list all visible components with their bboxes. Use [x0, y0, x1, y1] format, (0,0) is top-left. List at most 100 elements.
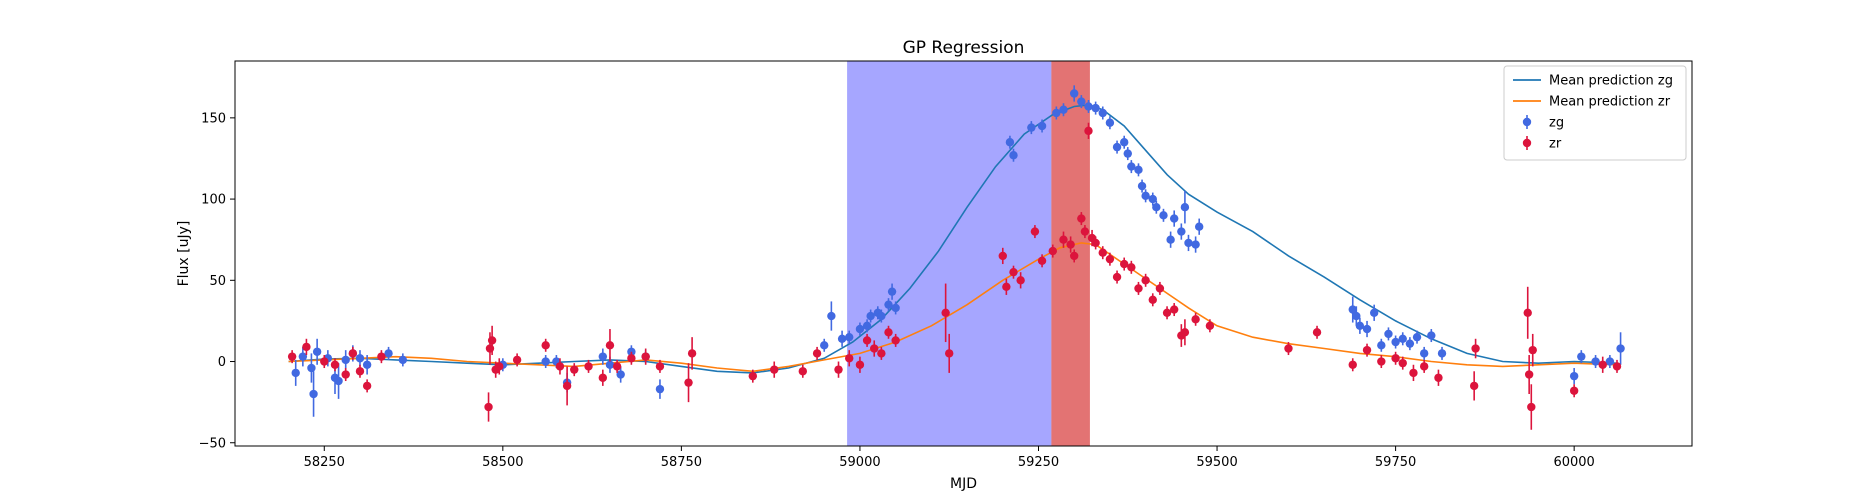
legend-point-swatch — [1522, 138, 1532, 148]
data-point — [855, 360, 865, 369]
data-point — [1084, 126, 1093, 136]
data-point — [1369, 308, 1379, 317]
data-point — [1155, 284, 1165, 293]
data-point — [887, 287, 897, 296]
data-point — [845, 332, 854, 342]
data-point — [945, 349, 954, 358]
data-point — [398, 355, 408, 365]
data-point — [998, 251, 1007, 261]
shaded-region-1 — [847, 61, 1052, 446]
data-point — [1180, 328, 1190, 337]
data-point — [1105, 254, 1115, 264]
y-axis: −50 0 50 100 150 — [199, 111, 235, 451]
data-point — [1030, 227, 1040, 236]
data-point — [1027, 123, 1036, 132]
data-point — [1159, 211, 1168, 220]
data-point — [362, 360, 372, 369]
data-point — [827, 311, 836, 321]
data-point — [1162, 308, 1172, 317]
data-point — [562, 381, 572, 391]
data-point — [1005, 138, 1015, 147]
data-point — [1419, 349, 1429, 358]
data-point — [1009, 151, 1018, 160]
data-point — [870, 344, 879, 353]
data-point — [1616, 344, 1625, 353]
shaded-region-2 — [1051, 61, 1090, 446]
data-point — [1352, 311, 1361, 321]
data-point — [941, 308, 950, 317]
data-point — [1398, 358, 1407, 368]
data-point — [1384, 329, 1393, 339]
data-point — [1312, 328, 1322, 337]
data-point — [341, 370, 350, 379]
data-point — [1362, 345, 1372, 355]
data-point — [1098, 248, 1107, 257]
data-point — [1437, 349, 1447, 358]
data-point — [355, 354, 365, 363]
data-point — [1391, 337, 1400, 347]
data-point — [541, 341, 550, 350]
data-point — [1059, 235, 1068, 244]
data-point — [862, 321, 872, 330]
data-point — [1434, 373, 1443, 382]
legend-box — [1503, 65, 1687, 161]
data-point — [1194, 222, 1204, 231]
data-point — [1077, 214, 1086, 223]
legend-label: Mean prediction zg — [1549, 74, 1673, 89]
x-tick-label: 59500 — [1196, 455, 1237, 470]
x-tick-label: 59000 — [839, 455, 880, 470]
data-point — [687, 349, 697, 358]
data-point — [312, 347, 322, 356]
legend-label: zg — [1549, 116, 1564, 131]
data-point — [1284, 344, 1293, 353]
chart-title: GP Regression — [903, 38, 1025, 58]
plot-area — [234, 60, 1693, 447]
data-point — [1591, 357, 1600, 366]
data-point — [330, 360, 340, 369]
data-point — [1523, 308, 1532, 317]
data-point — [891, 336, 900, 345]
y-tick-label: 0 — [218, 355, 226, 370]
data-point — [512, 355, 522, 365]
data-point — [1070, 89, 1079, 98]
data-point — [302, 342, 311, 352]
data-point — [1009, 267, 1018, 277]
data-point — [341, 355, 350, 365]
data-point — [1084, 102, 1093, 111]
data-point — [1191, 240, 1200, 249]
y-tick-label: 50 — [209, 274, 226, 289]
data-point — [884, 328, 893, 337]
data-point — [612, 362, 622, 371]
data-point — [655, 362, 665, 371]
data-point — [1037, 121, 1047, 131]
series-points-zr — [287, 122, 1622, 430]
data-point — [570, 365, 579, 374]
data-point — [1127, 263, 1136, 272]
data-point — [1091, 103, 1100, 113]
x-tick-label: 58500 — [482, 455, 523, 470]
data-point — [495, 362, 504, 371]
data-point — [1016, 276, 1025, 285]
legend-label: zr — [1549, 137, 1562, 152]
data-points — [287, 85, 1625, 430]
data-point — [845, 354, 854, 363]
data-point — [891, 303, 900, 313]
data-point — [1148, 295, 1157, 304]
data-point — [837, 334, 847, 343]
data-point — [1112, 142, 1122, 152]
data-point — [1134, 165, 1143, 175]
data-point — [1427, 331, 1436, 340]
data-point — [834, 365, 843, 374]
data-point — [1119, 138, 1129, 147]
data-point — [1059, 105, 1068, 114]
data-point — [1152, 203, 1161, 212]
x-tick-label: 58750 — [661, 455, 702, 470]
legend-label: Mean prediction zr — [1549, 95, 1671, 110]
data-point — [377, 352, 386, 361]
data-point — [655, 384, 665, 394]
data-point — [798, 367, 808, 376]
data-point — [684, 378, 693, 387]
data-point — [348, 349, 358, 358]
data-point — [1409, 368, 1418, 378]
